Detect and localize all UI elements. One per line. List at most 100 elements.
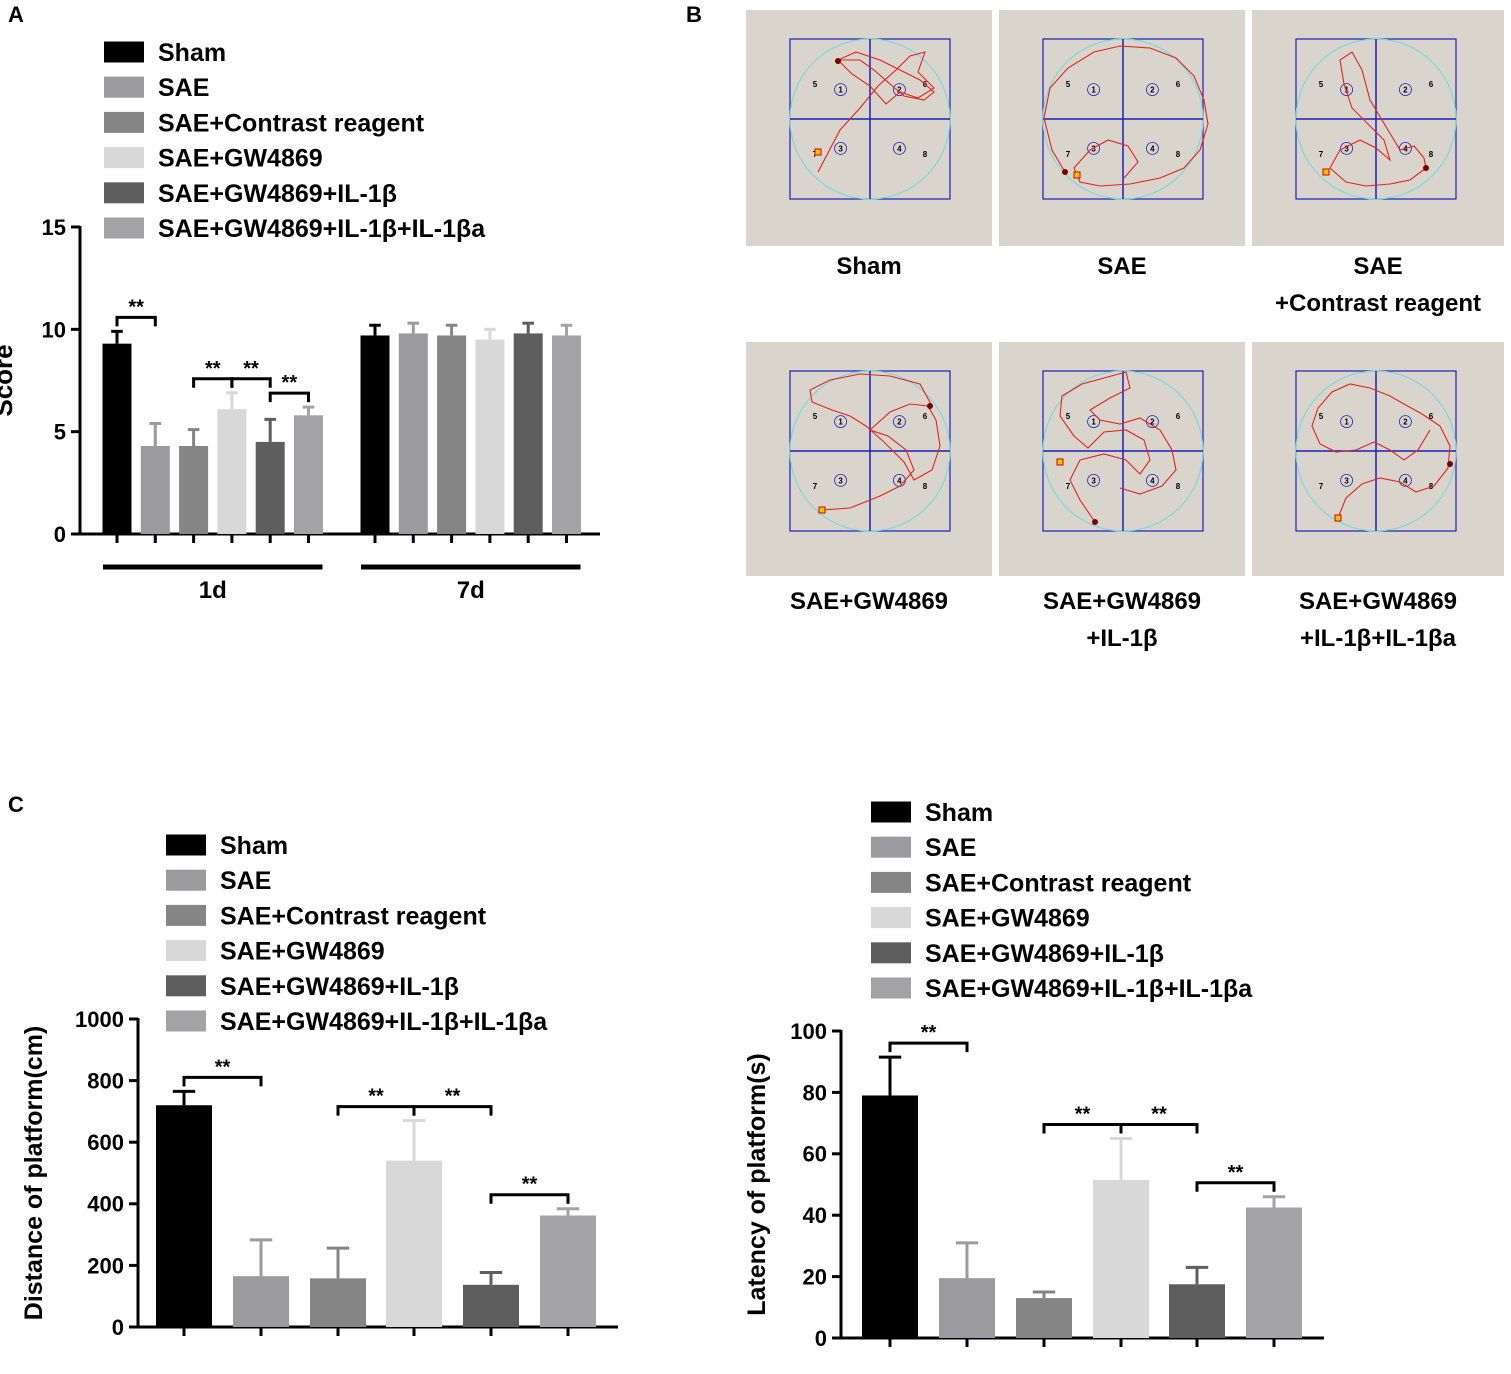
y-tick-label: 80 — [803, 1080, 827, 1105]
start-marker — [1322, 168, 1330, 176]
maze-quadrant-marker — [1146, 83, 1159, 96]
legend-label-sae-gw4869-il-1-il-1-a: SAE+GW4869+IL-1β+IL-1βa — [925, 975, 1253, 1003]
swim-path — [1311, 383, 1451, 519]
maze-quadrant-marker — [1340, 415, 1353, 429]
legend-label-sham: Sham — [158, 39, 226, 67]
significance-bracket — [1042, 1122, 1123, 1134]
maze-quadrant-marker — [1340, 473, 1353, 487]
end-marker — [1423, 165, 1429, 171]
end-marker — [927, 403, 933, 409]
maze-quadrant-number: 3 — [1344, 144, 1349, 153]
maze-quadrant-marker — [834, 473, 847, 487]
legend-label-sae-contrast-reagent: SAE+Contrast reagent — [220, 902, 487, 930]
bar-sae-gw4869-il-1-bar — [1169, 1284, 1225, 1338]
bar-sae-contrast-reagent-1d-bar — [179, 445, 209, 534]
group-label-7d: 7d — [457, 577, 485, 604]
legend-swatch-sham — [871, 801, 911, 823]
legend-label-sae-gw4869: SAE+GW4869 — [220, 938, 385, 966]
y-tick-label: 5 — [54, 420, 66, 445]
maze-quadrant-number: 1 — [1091, 86, 1096, 95]
maze-zone-number: 5 — [1319, 412, 1324, 421]
maze-quadrant-number: 1 — [1344, 418, 1349, 427]
y-tick-label: 20 — [803, 1265, 827, 1290]
panel-label-a: A — [8, 2, 24, 27]
significance-bracket — [888, 1041, 969, 1053]
maze-quadrant-number: 3 — [1091, 476, 1096, 485]
maze-zone-number: 8 — [1429, 482, 1434, 491]
swim-path — [809, 373, 941, 511]
bar-sae-contrast-reagent-bar — [1016, 1298, 1072, 1338]
legend-swatch-sae-gw4869 — [871, 907, 911, 929]
y-tick-label: 0 — [112, 1315, 124, 1340]
maze-zone-number: 8 — [1176, 150, 1181, 159]
y-tick-label: 10 — [42, 317, 66, 342]
maze-quadrant-marker — [893, 141, 906, 155]
bar-sae-gw4869-7d-bar — [475, 339, 505, 534]
significance-label: ** — [1228, 1162, 1244, 1184]
significance-bracket — [1119, 1122, 1199, 1134]
maze-quadrant-number: 2 — [1403, 418, 1408, 427]
significance-bracket — [1195, 1181, 1276, 1192]
maze-caption: +IL-1β — [1086, 625, 1157, 652]
maze-quadrant-marker — [1340, 83, 1353, 96]
significance-label: ** — [205, 358, 221, 380]
legend-swatch-sae-gw4869-il-1 — [166, 975, 206, 997]
bar-sham-bar — [156, 1105, 212, 1327]
legend-swatch-sae-gw4869-il-1 — [871, 942, 911, 964]
significance-label: ** — [445, 1086, 461, 1108]
maze-zone-number: 8 — [1176, 482, 1181, 491]
legend-swatch-sae-gw4869-il-1 — [104, 182, 144, 204]
y-tick-label: 800 — [87, 1069, 124, 1094]
legend-label-sae-gw4869-il-1-il-1-a: SAE+GW4869+IL-1β+IL-1βa — [158, 215, 486, 243]
legend-swatch-sham — [166, 834, 206, 856]
bar-sae-gw4869-il-1-il-1-a-1d-bar — [294, 415, 323, 534]
maze-quadrant-marker — [1087, 141, 1100, 155]
y-tick-label: 600 — [87, 1130, 124, 1155]
legend-swatch-sae-gw4869-il-1-il-1-a — [104, 217, 144, 239]
maze-tracks-panel: 1 2 3 4 5 6 7 8 Sham 1 2 3 4 5 6 7 8 SAE 1 2 3 4 5 6 7 8 SAE +Contr… — [746, 10, 1504, 652]
maze-zone-number: 8 — [923, 482, 928, 491]
legend-swatch-sae-gw4869-il-1-il-1-a — [166, 1010, 206, 1032]
legend-swatch-sae-contrast-reagent — [871, 871, 911, 893]
maze-quadrant-number: 4 — [1150, 476, 1155, 485]
swim-path — [1059, 371, 1177, 523]
maze-zone-number: 5 — [813, 80, 818, 89]
maze-quadrant-marker — [1087, 415, 1100, 429]
maze-quadrant-number: 1 — [1344, 86, 1349, 95]
legend-label-sham: Sham — [220, 832, 288, 860]
significance-bracket — [336, 1105, 416, 1116]
maze-quadrant-marker — [1399, 83, 1412, 96]
end-marker — [1092, 519, 1098, 525]
significance-label: ** — [282, 372, 298, 394]
bar-sae-gw4869-il-1-7d-bar — [513, 333, 543, 534]
significance-label: ** — [522, 1174, 538, 1196]
legend-label-sae-contrast-reagent: SAE+Contrast reagent — [158, 109, 425, 137]
bar-sae-7d-bar — [398, 333, 428, 534]
start-marker — [1073, 171, 1081, 179]
maze-zone-number: 7 — [1319, 482, 1324, 491]
legend-label-sham: Sham — [925, 799, 993, 827]
significance-bracket — [115, 315, 157, 327]
maze-caption: Sham — [836, 253, 901, 280]
significance-label: ** — [243, 358, 259, 380]
end-marker — [835, 58, 841, 64]
significance-label: ** — [215, 1056, 231, 1078]
bar-sae-gw4869-il-1-1d-bar — [255, 441, 285, 534]
bar-sae-contrast-reagent-7d-bar — [437, 335, 467, 534]
bar-sae-contrast-reagent-bar — [310, 1278, 366, 1327]
legend-swatch-sae-gw4869-il-1-il-1-a — [871, 977, 911, 999]
y-tick-label: 60 — [803, 1142, 827, 1167]
legend-swatch-sae — [104, 76, 144, 98]
maze-quadrant-number: 4 — [897, 144, 902, 153]
start-marker — [814, 148, 822, 156]
maze-zone-number: 5 — [1066, 80, 1071, 89]
maze-quadrant-marker — [1146, 473, 1159, 487]
maze-quadrant-number: 3 — [838, 476, 843, 485]
maze-quadrant-number: 2 — [897, 86, 902, 95]
maze-quadrant-marker — [1399, 473, 1412, 487]
maze-tile-sae: 1 2 3 4 5 6 7 8 SAE — [999, 10, 1245, 280]
bar-sham-1d-bar — [102, 343, 132, 534]
group-label-1d: 1d — [199, 577, 227, 604]
